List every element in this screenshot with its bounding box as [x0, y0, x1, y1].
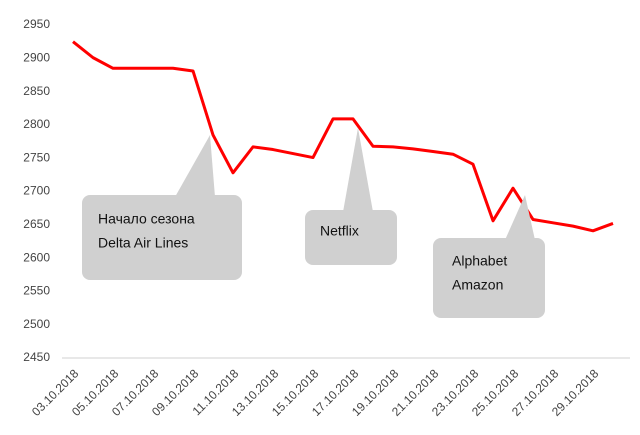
- callout-text: Amazon: [452, 277, 503, 293]
- callout-box: [433, 238, 545, 318]
- y-tick-label: 2600: [23, 250, 50, 264]
- y-tick-label: 2850: [23, 84, 50, 98]
- y-tick-label: 2750: [23, 150, 50, 164]
- callout-pointer: [505, 195, 535, 240]
- y-tick-label: 2800: [23, 117, 50, 131]
- callout-text: Начало сезона: [98, 211, 195, 227]
- callout-pointer: [343, 128, 373, 212]
- callout: Netflix: [305, 128, 397, 265]
- y-tick-label: 2700: [23, 184, 50, 198]
- callout-pointer: [175, 135, 215, 197]
- y-tick-label: 2650: [23, 217, 50, 231]
- callout-text: Delta Air Lines: [98, 235, 188, 251]
- callout-box: [305, 210, 397, 265]
- callout: Начало сезона Delta Air Lines: [82, 135, 242, 280]
- callout-text: Alphabet: [452, 253, 507, 269]
- callout-box: [82, 195, 242, 280]
- y-tick-label: 2450: [23, 350, 50, 364]
- y-tick-label: 2550: [23, 284, 50, 298]
- y-tick-label: 2950: [23, 17, 50, 31]
- y-tick-label: 2900: [23, 50, 50, 64]
- y-tick-label: 2500: [23, 317, 50, 331]
- callout-text: Netflix: [320, 223, 359, 239]
- callout: Alphabet Amazon: [433, 195, 545, 318]
